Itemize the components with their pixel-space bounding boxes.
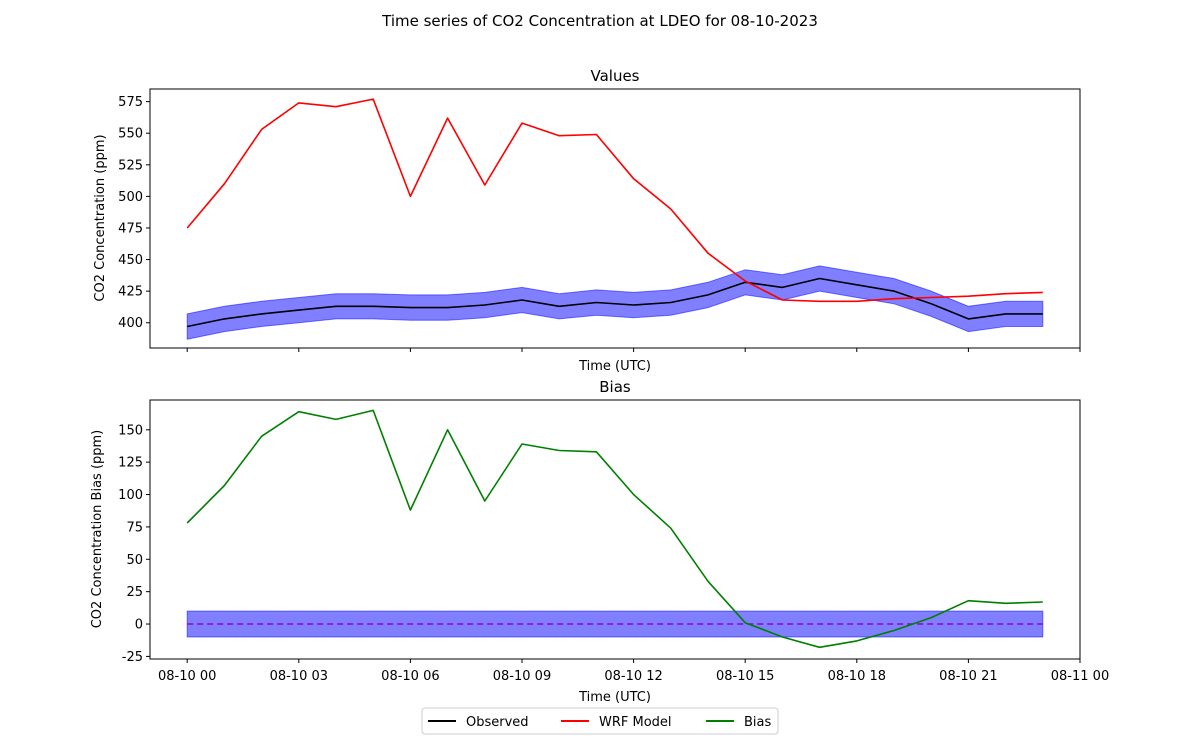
values-title: Values — [590, 67, 639, 85]
legend-frame — [421, 707, 779, 735]
values-series-wrf-model-line — [186, 98, 1043, 303]
bias-title: Bias — [599, 378, 631, 396]
bias-xtick-label: 08-10 06 — [381, 669, 439, 684]
bias-xtick-label: 08-10 00 — [158, 669, 216, 684]
bias-axes-frame — [149, 399, 1081, 660]
legend-label-wrf: WRF Model — [599, 715, 672, 730]
bias-panel: Bias Time (UTC) CO2 Concentration Bias (… — [90, 378, 1109, 705]
bias-ytick-label: 75 — [126, 520, 143, 535]
bias-ytick-label: 50 — [126, 553, 143, 568]
values-observed-uncertainty-band — [186, 265, 1044, 340]
bias-ytick-label: 125 — [118, 456, 143, 471]
bias-xtick-label: 08-10 15 — [716, 669, 774, 684]
bias-ytick-label: -25 — [122, 650, 143, 665]
values-panel: Values Time (UTC) CO2 Concentration (ppm… — [93, 67, 1081, 374]
bias-xtick-label: 08-10 12 — [604, 669, 662, 684]
bias-xtick-label: 08-10 09 — [493, 669, 551, 684]
values-ytick-label: 475 — [118, 221, 143, 236]
legend-label-observed: Observed — [466, 715, 529, 730]
figure-suptitle: Time series of CO2 Concentration at LDEO… — [381, 12, 818, 30]
bias-ytick-label: 100 — [118, 488, 143, 503]
bias-ytick-label: 25 — [126, 585, 143, 600]
values-ytick-label: 550 — [118, 127, 143, 142]
bias-series-bias-line — [186, 409, 1043, 649]
values-ylabel: CO2 Concentration (ppm) — [93, 134, 108, 301]
bias-xlabel: Time (UTC) — [578, 690, 651, 705]
legend-label-bias: Bias — [744, 715, 771, 730]
values-ytick-label: 525 — [118, 158, 143, 173]
values-ytick-label: 500 — [118, 190, 143, 205]
bias-xtick-label: 08-10 18 — [828, 669, 886, 684]
bias-xtick-label: 08-10 03 — [270, 669, 328, 684]
bias-ytick-label: 150 — [118, 423, 143, 438]
values-ytick-label: 450 — [118, 253, 143, 268]
bias-ylabel: CO2 Concentration Bias (ppm) — [90, 430, 105, 629]
values-ytick-label: 575 — [118, 95, 143, 110]
values-ytick-label: 400 — [118, 316, 143, 331]
bias-xtick-label: 08-10 21 — [939, 669, 997, 684]
bias-xtick-label: 08-11 00 — [1051, 669, 1109, 684]
values-axes-frame — [149, 88, 1081, 349]
values-xlabel: Time (UTC) — [578, 359, 651, 374]
legend: Observed WRF Model Bias — [421, 707, 779, 735]
bias-ytick-label: 0 — [135, 618, 143, 633]
values-series-observed-line — [187, 277, 1043, 328]
values-ytick-label: 425 — [118, 285, 143, 300]
